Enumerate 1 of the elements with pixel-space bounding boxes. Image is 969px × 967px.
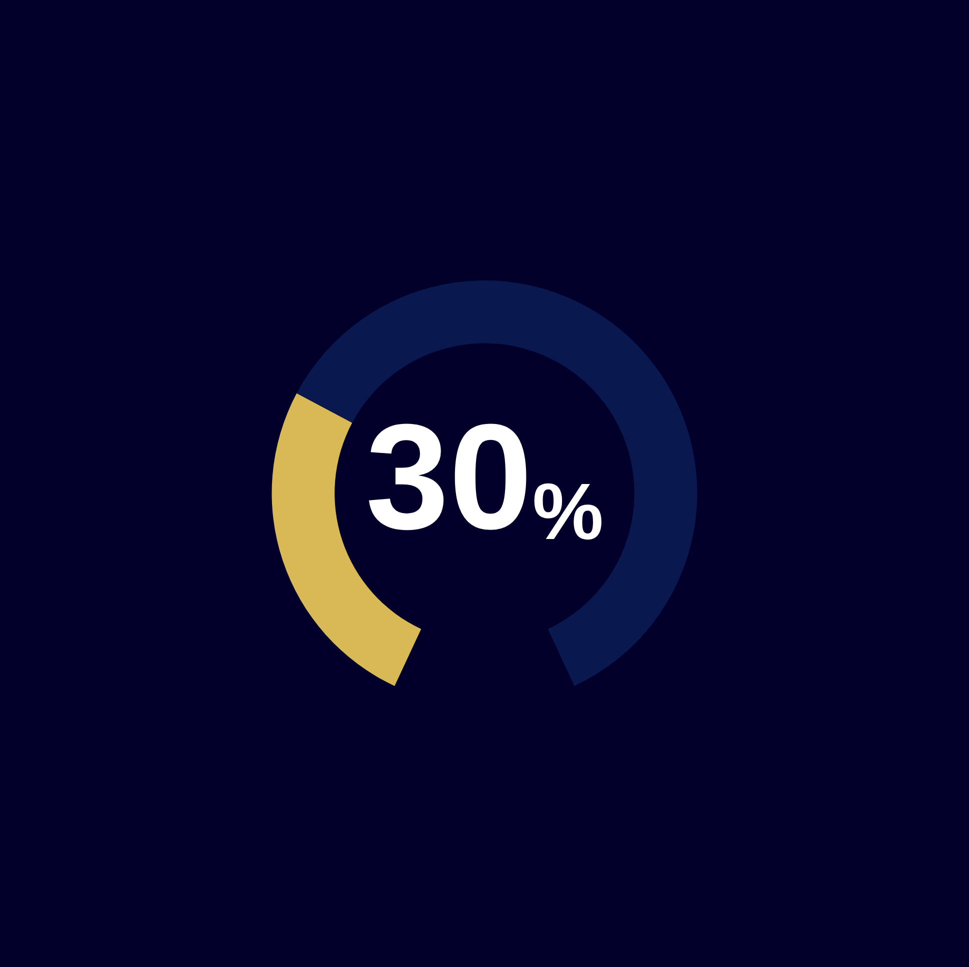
text: 30% <box>366 392 604 560</box>
